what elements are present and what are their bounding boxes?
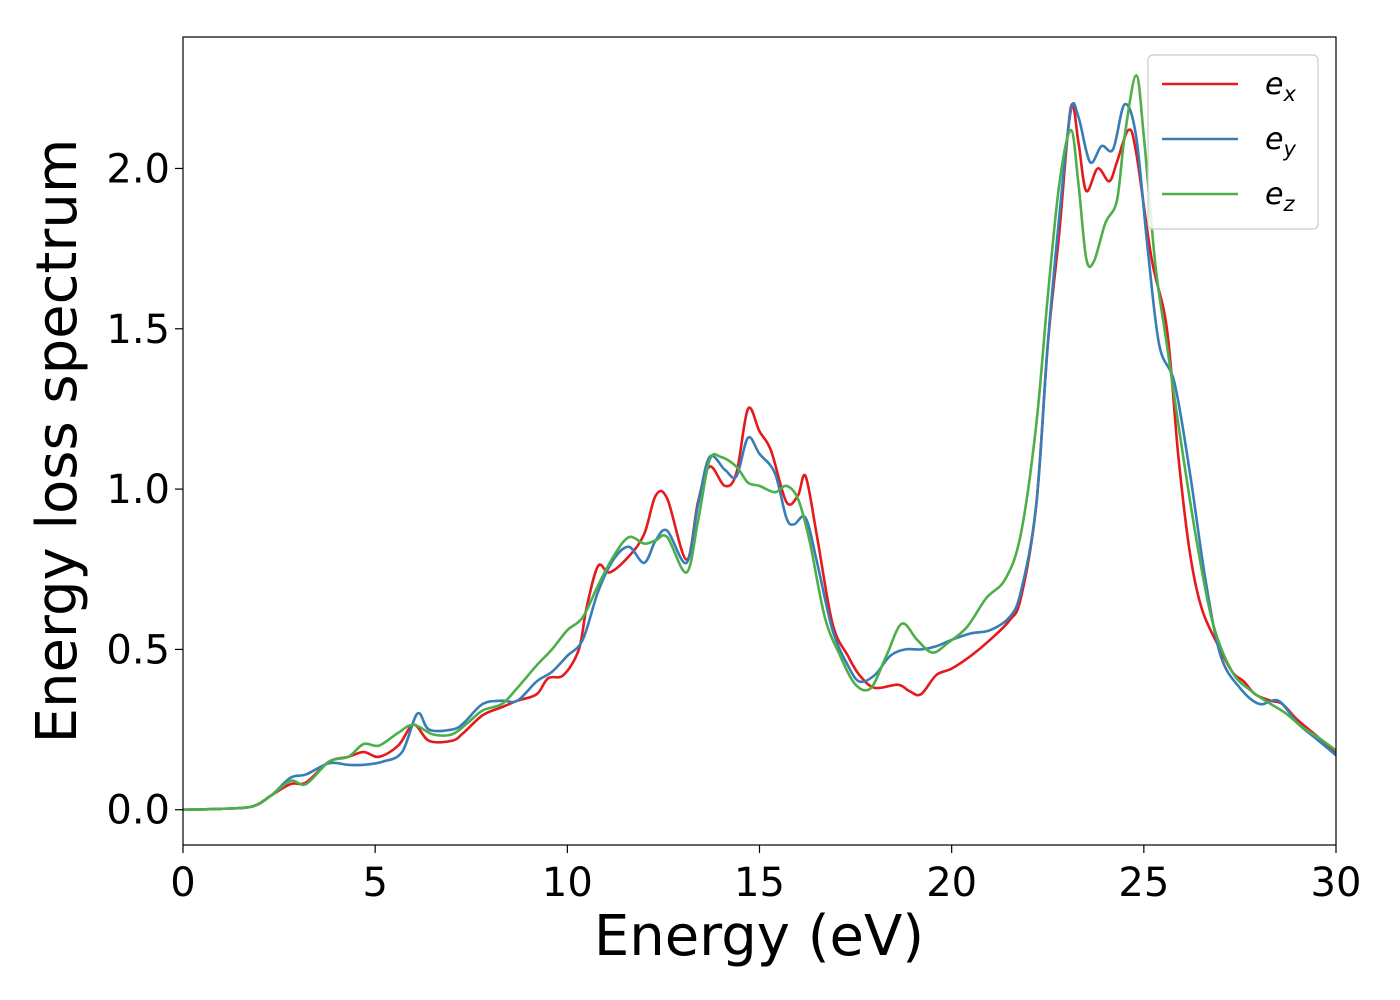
y-tick-label: 0.5 — [106, 627, 170, 673]
series-layer — [183, 74, 1336, 812]
legend-label-e-y: ey — [1265, 122, 1296, 161]
x-tick-label: 25 — [1118, 860, 1169, 906]
legend-label-base: e — [1265, 177, 1283, 212]
legend-label-base: e — [1265, 122, 1283, 157]
y-tick-label: 1.0 — [106, 467, 170, 513]
series-line-e-z — [183, 74, 1336, 812]
x-axis: 0 5 10 15 20 25 30 — [170, 845, 1361, 906]
x-tick-label: 15 — [734, 860, 785, 906]
series-line-e-x — [183, 103, 1336, 812]
legend-label-subscript: y — [1282, 137, 1296, 161]
legend-label-subscript: z — [1282, 192, 1295, 216]
legend-box — [1147, 54, 1319, 230]
y-axis-title: Energy loss spectrum — [25, 139, 90, 744]
x-tick-label: 10 — [542, 860, 593, 906]
legend-label-e-z: ez — [1265, 177, 1295, 216]
x-tick-label: 20 — [926, 860, 977, 906]
legend-label-subscript: x — [1282, 82, 1296, 106]
x-tick-label: 30 — [1311, 860, 1362, 906]
x-axis-title: Energy (eV) — [594, 904, 924, 969]
series-line-e-y — [183, 101, 1336, 812]
legend-label-e-x: ex — [1265, 67, 1296, 106]
y-tick-label: 2.0 — [106, 146, 170, 192]
x-tick-label: 5 — [362, 860, 387, 906]
y-axis: 0.0 0.5 1.0 1.5 2.0 — [106, 146, 183, 834]
y-tick-label: 0.0 — [106, 788, 170, 834]
y-tick-label: 1.5 — [106, 307, 170, 353]
x-tick-label: 0 — [170, 860, 195, 906]
legend-label-base: e — [1265, 67, 1283, 102]
